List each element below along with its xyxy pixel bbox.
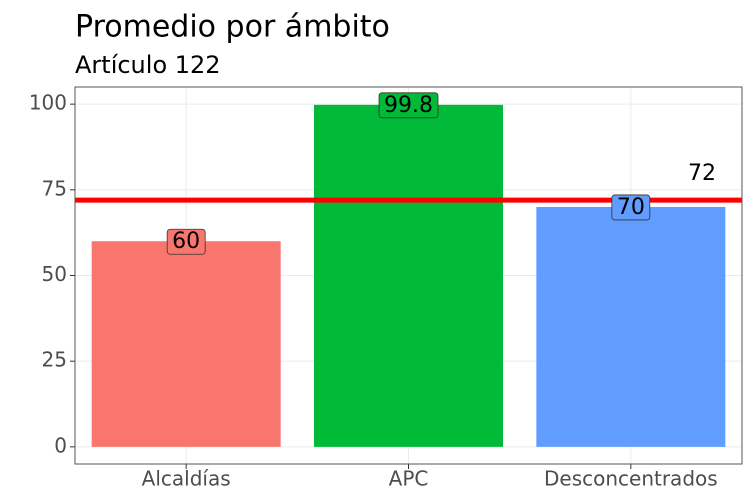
bar	[536, 206, 726, 447]
y-tick-label: 100	[29, 91, 67, 115]
y-tick-label: 25	[42, 348, 67, 372]
y-tick-label: 50	[42, 262, 67, 286]
value-label: 60	[172, 229, 200, 254]
reference-label: 72	[688, 161, 716, 186]
panel-border	[74, 86, 743, 465]
bar	[91, 241, 281, 447]
value-label-box	[611, 194, 651, 221]
chart-subtitle: Artículo 122	[75, 51, 221, 79]
value-label-box	[166, 228, 206, 255]
bar	[314, 104, 503, 447]
x-tick-label: Desconcentrados	[544, 467, 718, 490]
value-label-box	[378, 92, 439, 119]
x-tick-label: APC	[389, 467, 429, 490]
value-label: 70	[617, 195, 645, 220]
y-tick-label: 0	[54, 433, 67, 457]
y-tick-label: 75	[42, 176, 67, 200]
value-label: 99.8	[384, 93, 433, 118]
chart-title: Promedio por ámbito	[75, 10, 390, 45]
x-tick-label: Alcaldías	[142, 467, 231, 490]
